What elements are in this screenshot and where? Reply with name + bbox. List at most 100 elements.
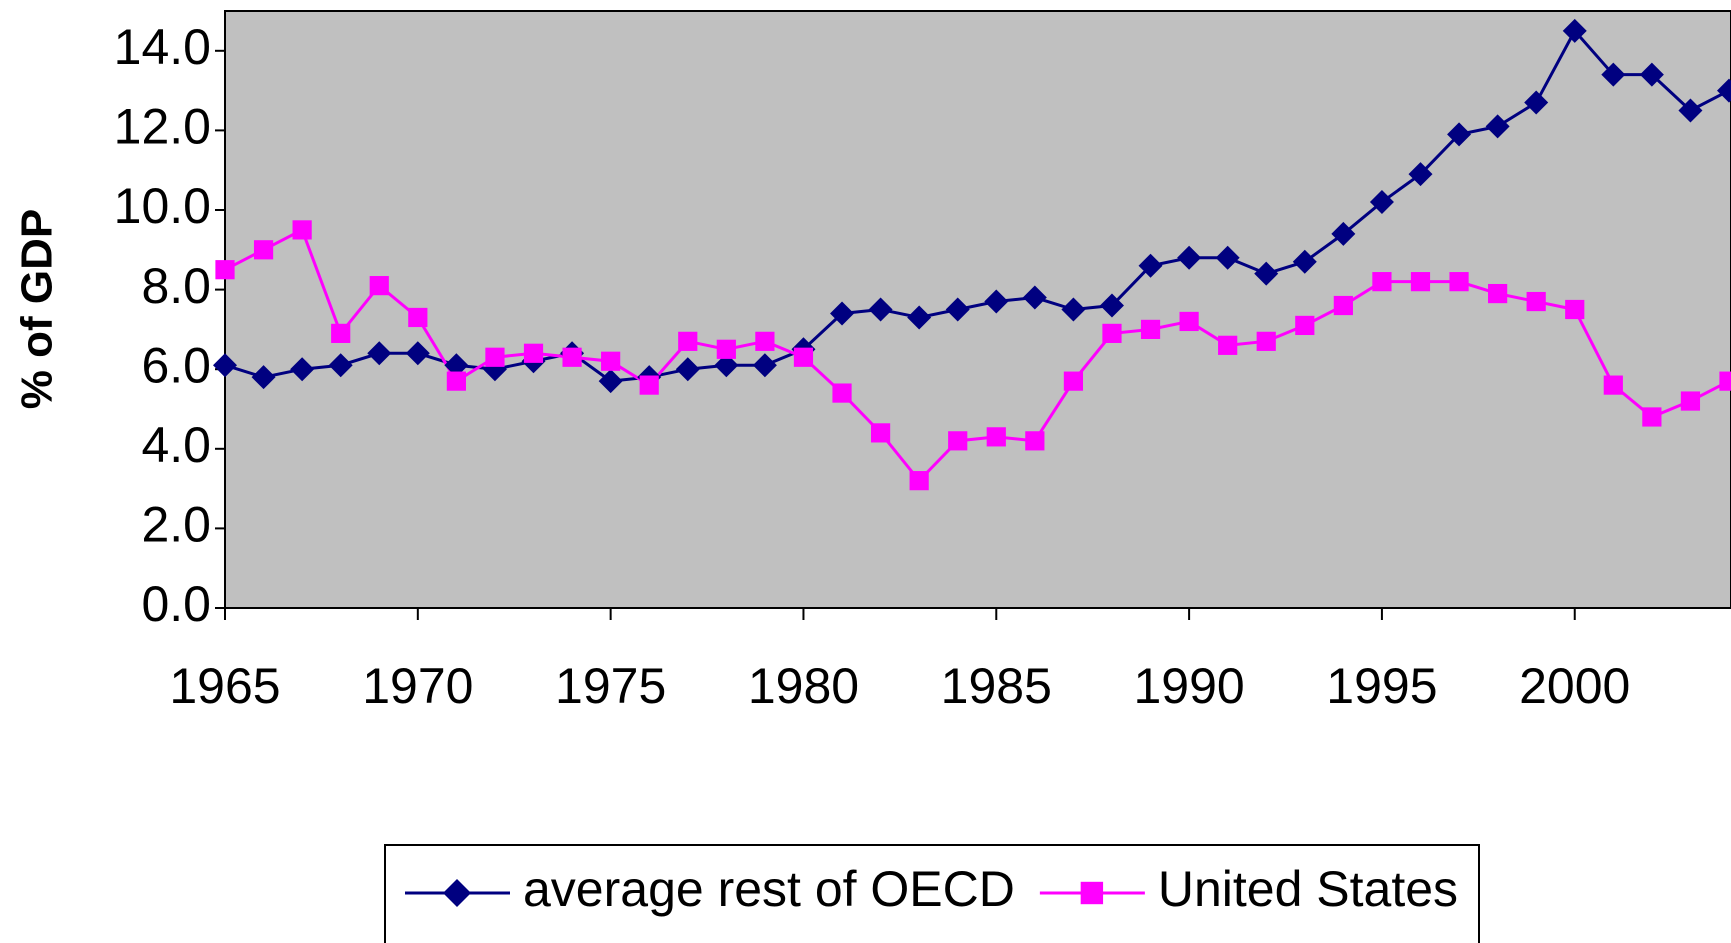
marker bbox=[830, 301, 855, 326]
marker bbox=[716, 339, 736, 359]
y-tick-label: 8.0 bbox=[141, 258, 211, 314]
y-tick-label: 14.0 bbox=[114, 19, 211, 75]
marker bbox=[1639, 62, 1664, 87]
marker bbox=[523, 343, 544, 363]
marker bbox=[1102, 323, 1122, 343]
y-tick-label: 10.0 bbox=[114, 178, 211, 234]
x-tick-label: 1985 bbox=[941, 658, 1052, 714]
marker bbox=[755, 331, 775, 351]
series-line bbox=[224, 227, 1730, 483]
marker bbox=[1140, 319, 1161, 339]
marker bbox=[290, 357, 315, 382]
marker bbox=[331, 323, 351, 343]
marker bbox=[832, 383, 852, 403]
marker bbox=[639, 375, 659, 395]
marker bbox=[1295, 315, 1315, 336]
y-tick-label: 4.0 bbox=[141, 417, 211, 473]
marker bbox=[714, 353, 739, 378]
marker bbox=[1717, 78, 1731, 103]
marker bbox=[678, 331, 698, 351]
marker bbox=[1488, 283, 1508, 304]
marker bbox=[446, 371, 466, 391]
marker bbox=[948, 431, 968, 451]
marker bbox=[562, 347, 582, 367]
marker bbox=[752, 353, 777, 378]
marker bbox=[369, 276, 389, 296]
marker bbox=[793, 347, 814, 367]
marker bbox=[1410, 272, 1431, 292]
marker bbox=[443, 879, 471, 907]
marker bbox=[408, 307, 428, 328]
marker bbox=[367, 341, 392, 366]
marker bbox=[1408, 162, 1433, 187]
marker bbox=[1063, 371, 1084, 391]
y-tick-label: 0.0 bbox=[141, 576, 211, 632]
marker bbox=[945, 297, 970, 322]
y-axis-title: % of GDP bbox=[13, 209, 62, 409]
marker bbox=[984, 289, 1009, 314]
x-tick-label: 1990 bbox=[1133, 658, 1244, 714]
marker bbox=[1179, 311, 1199, 332]
marker bbox=[1061, 297, 1086, 322]
marker bbox=[1138, 253, 1163, 278]
marker bbox=[1218, 335, 1238, 355]
marker bbox=[1331, 221, 1356, 246]
marker bbox=[1177, 245, 1202, 270]
marker bbox=[1369, 190, 1394, 215]
marker bbox=[1022, 285, 1047, 310]
x-tick-label: 1965 bbox=[169, 658, 280, 714]
marker bbox=[1526, 291, 1546, 312]
marker bbox=[1562, 18, 1587, 43]
marker bbox=[1372, 272, 1392, 292]
marker bbox=[1678, 98, 1703, 123]
x-tick-label: 1975 bbox=[555, 658, 666, 714]
x-tick-label: 1970 bbox=[362, 658, 473, 714]
marker bbox=[1601, 62, 1626, 87]
marker bbox=[1719, 371, 1731, 391]
plot-area bbox=[224, 10, 1731, 609]
marker bbox=[598, 369, 623, 394]
marker bbox=[675, 357, 700, 382]
marker bbox=[253, 240, 274, 260]
marker bbox=[1099, 293, 1124, 318]
marker bbox=[1292, 249, 1317, 274]
marker bbox=[1642, 407, 1662, 427]
marker bbox=[1524, 90, 1549, 115]
x-tick-label: 1995 bbox=[1326, 658, 1437, 714]
marker bbox=[405, 341, 430, 366]
marker bbox=[909, 471, 929, 491]
marker bbox=[1025, 431, 1045, 451]
legend-label: average rest of OECD bbox=[523, 861, 1015, 917]
marker bbox=[1215, 245, 1240, 270]
marker bbox=[213, 353, 237, 378]
marker bbox=[251, 365, 276, 390]
marker bbox=[1080, 881, 1104, 905]
marker bbox=[1333, 295, 1353, 316]
marker bbox=[868, 297, 893, 322]
marker bbox=[1565, 299, 1585, 320]
marker bbox=[1254, 261, 1279, 286]
marker bbox=[215, 260, 235, 280]
marker bbox=[1449, 272, 1469, 292]
marker bbox=[1485, 114, 1510, 139]
legend: average rest of OECD United States bbox=[384, 844, 1480, 943]
y-tick-label: 12.0 bbox=[114, 99, 211, 155]
series-line bbox=[224, 28, 1730, 383]
marker bbox=[601, 351, 621, 371]
marker bbox=[870, 423, 891, 443]
marker bbox=[1447, 122, 1472, 147]
marker bbox=[444, 353, 469, 378]
marker bbox=[328, 353, 353, 378]
marker bbox=[1603, 375, 1623, 395]
y-tick-label: 2.0 bbox=[141, 497, 211, 553]
legend-box bbox=[384, 844, 1480, 943]
y-tick-label: 6.0 bbox=[141, 337, 211, 393]
marker bbox=[1680, 391, 1701, 411]
marker bbox=[986, 427, 1006, 447]
marker bbox=[907, 305, 932, 330]
marker bbox=[292, 220, 312, 240]
x-tick-label: 1980 bbox=[748, 658, 859, 714]
marker bbox=[485, 347, 505, 367]
